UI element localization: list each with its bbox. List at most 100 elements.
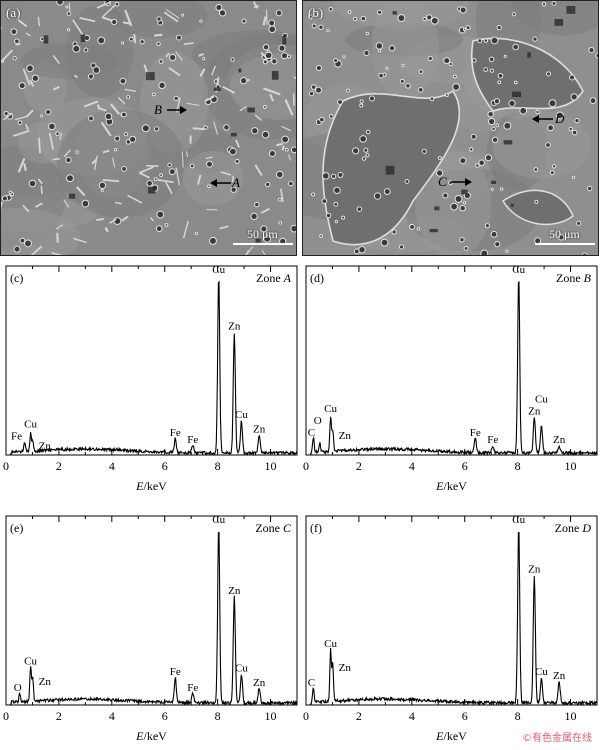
plot-frame — [305, 515, 598, 706]
peak-label-zn: Zn — [39, 676, 52, 688]
plot-frame — [305, 265, 598, 456]
micrograph-b-scale-label: 50 μm — [549, 227, 580, 241]
plot-frame — [5, 515, 298, 706]
micrograph-a-label: (a) — [6, 5, 21, 20]
peak-label-cu: Cu — [212, 514, 225, 526]
x-tick-label: 10 — [565, 709, 577, 723]
x-tick-label: 4 — [109, 459, 115, 473]
peak-label-cu: Cu — [512, 264, 525, 276]
x-tick-label: 4 — [409, 459, 415, 473]
peak-label-cu: Cu — [235, 409, 248, 421]
micrograph-b-texture — [303, 1, 598, 255]
micrograph-b-label: (b) — [308, 5, 324, 20]
peak-label-zn: Zn — [253, 423, 266, 435]
panel-label: (c) — [10, 271, 23, 285]
peak-label-cu: Cu — [212, 264, 225, 276]
peak-label-zn: Zn — [553, 670, 566, 682]
x-tick-label: 2 — [56, 709, 62, 723]
peak-label-zn: Zn — [339, 662, 352, 674]
x-tick-label: 8 — [215, 459, 221, 473]
x-tick-label: 4 — [409, 709, 415, 723]
peak-label-zn: Zn — [553, 434, 566, 446]
micrograph-a-texture — [1, 1, 296, 255]
x-axis-label: E/keV — [435, 479, 467, 493]
peak-label-zn: Zn — [253, 677, 266, 689]
spectrum-trace — [310, 280, 597, 457]
spectrum-zone-c: 0 2 4 6 8 10 E/keV (e) Zone C O Cu Zn Fe Fe Cu Zn Cu Zn — [0, 508, 300, 748]
panel-label: (f) — [310, 521, 322, 535]
x-tick-label: 4 — [109, 709, 115, 723]
spectrum-trace — [10, 280, 298, 456]
x-tick-label: 6 — [162, 459, 168, 473]
peak-label-fe: Fe — [487, 434, 498, 446]
spectrum-trace — [310, 532, 598, 707]
zone-label: Zone A — [256, 271, 292, 285]
marker-c: C — [438, 174, 447, 189]
peak-label-cu: Cu — [235, 663, 248, 675]
peak-label-c: C — [308, 677, 315, 689]
x-tick-label: 10 — [565, 459, 577, 473]
peak-label-o: O — [14, 682, 22, 694]
panel-label: (e) — [10, 521, 23, 535]
zone-label: Zone D — [555, 521, 592, 535]
micrograph-b: (b) 50 μm D C — [302, 0, 599, 256]
x-tick-label: 6 — [162, 709, 168, 723]
peak-label-fe: Fe — [470, 427, 481, 439]
peak-label-cu: Cu — [535, 666, 548, 678]
peak-label-cu: Cu — [512, 514, 525, 526]
x-tick-label: 0 — [3, 459, 9, 473]
peak-label-zn: Zn — [339, 430, 352, 442]
peak-label-zn: Zn — [228, 321, 241, 333]
peak-label-cu: Cu — [324, 638, 337, 650]
x-tick-label: 0 — [303, 459, 309, 473]
x-axis-label: E/keV — [435, 729, 467, 743]
x-tick-label: 2 — [56, 459, 62, 473]
micrograph-a: (a) 50 μm B A — [0, 0, 297, 256]
x-tick-label: 8 — [215, 709, 221, 723]
x-tick-label: 10 — [265, 709, 277, 723]
x-tick-label: 2 — [356, 459, 362, 473]
marker-b: B — [154, 102, 162, 117]
peak-label-cu: Cu — [535, 394, 548, 406]
peak-label-c: C — [308, 427, 315, 439]
peak-label-zn: Zn — [39, 440, 52, 452]
x-tick-label: 6 — [462, 459, 468, 473]
marker-d: D — [555, 111, 565, 126]
micrograph-a-scale-label: 50 μm — [247, 227, 278, 241]
peak-label-o: O — [314, 415, 322, 427]
x-tick-label: 0 — [303, 709, 309, 723]
plot-frame — [5, 265, 298, 456]
peak-label-fe: Fe — [11, 430, 22, 442]
zone-label: Zone C — [255, 521, 292, 535]
x-tick-label: 10 — [265, 459, 277, 473]
peak-label-fe: Fe — [187, 434, 198, 446]
x-tick-label: 2 — [356, 709, 362, 723]
x-axis-label: E/keV — [135, 479, 167, 493]
watermark: ©有色金属在线 — [522, 733, 592, 744]
spectrum-zone-d: 0 2 4 6 8 10 E/keV (f) Zone D C Cu Zn Cu Zn Cu Zn — [300, 508, 600, 748]
peak-label-zn: Zn — [228, 585, 241, 597]
peak-label-zn: Zn — [528, 564, 541, 576]
peak-label-fe: Fe — [170, 666, 181, 678]
zone-label: Zone B — [556, 271, 592, 285]
marker-a: A — [232, 175, 240, 190]
x-tick-label: 8 — [515, 459, 521, 473]
x-tick-label: 6 — [462, 709, 468, 723]
spectrum-zone-b: 0 2 4 6 8 10 E/keV (d) Zone B C O Cu Zn Fe Fe Cu Zn Cu Zn — [300, 258, 600, 498]
peak-label-zn: Zn — [528, 406, 541, 418]
peak-label-cu: Cu — [24, 656, 37, 668]
peak-label-cu: Cu — [324, 403, 337, 415]
panel-label: (d) — [310, 271, 324, 285]
x-axis-label: E/keV — [135, 729, 167, 743]
peak-label-fe: Fe — [187, 682, 198, 694]
peak-label-fe: Fe — [170, 427, 181, 439]
spectrum-trace — [10, 531, 298, 706]
peak-label-cu: Cu — [24, 418, 37, 430]
x-tick-label: 8 — [515, 709, 521, 723]
spectrum-zone-a: 0 2 4 6 8 10 E/keV (c) Zone A Fe Cu Zn Fe Fe Cu Zn Cu Zn — [0, 258, 300, 498]
x-tick-label: 0 — [3, 709, 9, 723]
